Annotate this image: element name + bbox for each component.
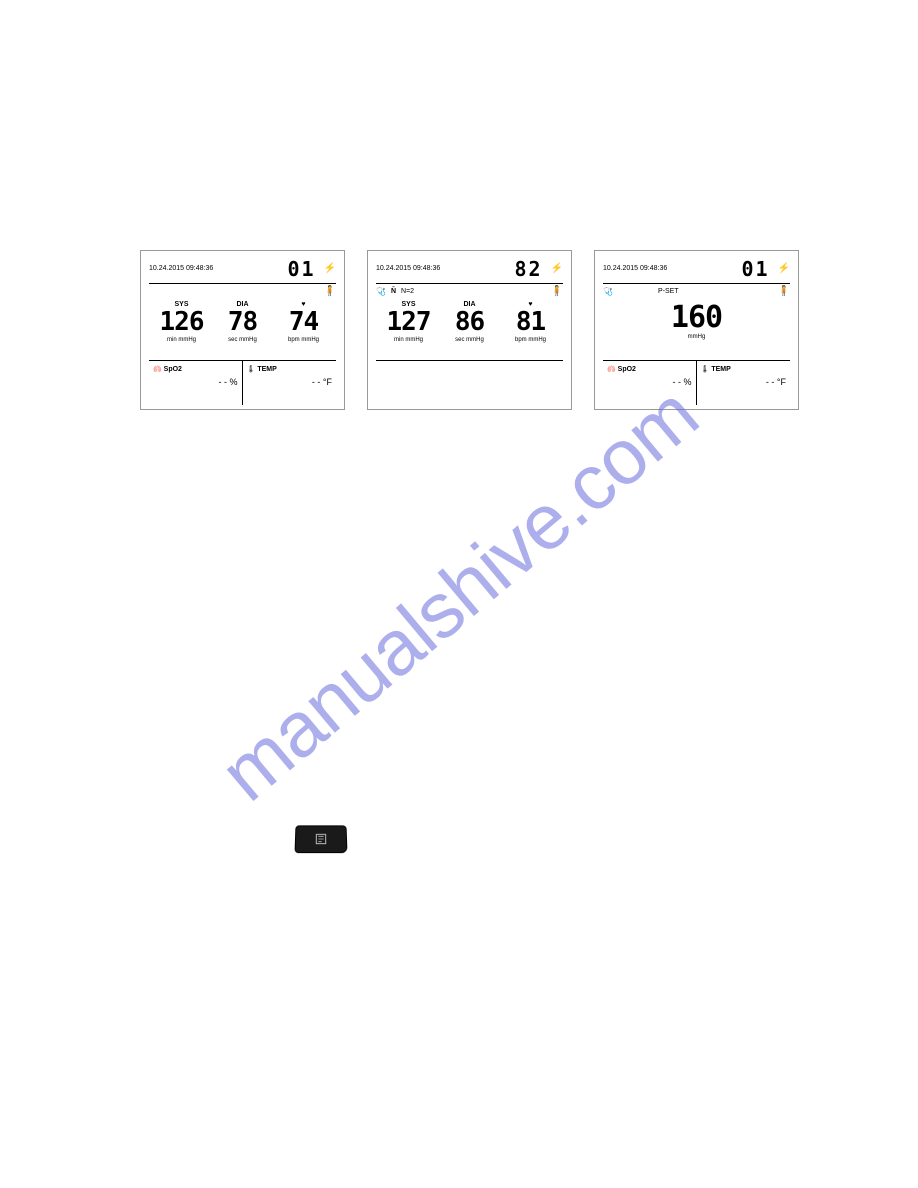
measurements-row: SYS 126 min mmHg DIA 78 sec mmHg ♥ 74 bp… [149,297,336,361]
header-row: 10.24.2015 09:48:36 01 ⚡ [149,256,336,284]
lungs-icon: 🫁 [607,366,616,373]
hr-col: ♥ 74 bpm mmHg [273,301,334,356]
spo2-box: 🫁 SpO2 - - % [603,361,697,405]
mode-row: 🩺 P-SET 🧍 [603,284,790,297]
bottom-row: 🫁 SpO2 - - % 🌡 TEMP - - °F [149,361,336,405]
spo2-label: SpO2 [164,366,182,373]
spo2-value: - - % [153,377,238,387]
memory-icon [313,831,329,847]
adult-icon: 🧍 [324,286,336,297]
sys-unit: min mmHg [151,337,212,343]
plug-icon: ⚡ [551,263,563,274]
patient-row: 🧍 [149,284,336,297]
hr-value: 74 [273,308,334,337]
reading-id: 01 [287,257,315,281]
spo2-box: 🫁 SpO2 - - % [149,361,243,405]
hr-col: ♥ 81 bpm mmHg [500,301,561,356]
reading-id: 82 [514,257,542,281]
temp-label: TEMP [711,366,730,373]
watermark: manualshive.com [203,369,715,819]
sys-col: SYS 127 min mmHg [378,301,439,356]
pset-value-row: 160 mmHg [603,297,790,361]
pset-label: P-SET [658,288,679,295]
sys-unit: min mmHg [378,337,439,343]
sys-value: 126 [151,308,212,337]
adult-icon: 🧍 [778,286,790,297]
avg-icon: N̄ [391,288,396,295]
datetime: 10.24.2015 09:48:36 [149,265,213,272]
lungs-icon: 🫁 [153,366,162,373]
measurements-row: SYS 127 min mmHg DIA 86 sec mmHg ♥ 81 bp… [376,297,563,361]
bottom-row: 🫁 SpO2 - - % 🌡 TEMP - - °F [603,361,790,405]
temp-label: TEMP [257,366,276,373]
sys-col: SYS 126 min mmHg [151,301,212,356]
thermometer-icon: 🌡 [247,366,256,373]
pset-unit: mmHg [605,334,788,340]
avg-mode-label: N=2 [401,288,414,295]
temp-box: 🌡 TEMP - - °F [243,361,337,405]
header-row: 10.24.2015 09:48:36 01 ⚡ [603,256,790,284]
dia-unit: sec mmHg [212,337,273,343]
stethoscope-icon: 🩺 [603,287,613,296]
plug-icon: ⚡ [778,263,790,274]
pset-value: 160 [605,301,788,334]
temp-value: - - °F [247,377,333,387]
spo2-value: - - % [607,377,692,387]
dia-value: 78 [212,308,273,337]
lcd-screen-pset: 10.24.2015 09:48:36 01 ⚡ 🩺 P-SET 🧍 160 m… [594,250,799,410]
plug-icon: ⚡ [324,263,336,274]
hr-unit: bpm mmHg [500,337,561,343]
dia-col: DIA 86 sec mmHg [439,301,500,356]
memory-button[interactable] [295,825,348,853]
thermometer-icon: 🌡 [701,366,710,373]
sys-value: 127 [378,308,439,337]
lcd-screen-single: 10.24.2015 09:48:36 01 ⚡ 🧍 SYS 126 min m… [140,250,345,410]
hr-value: 81 [500,308,561,337]
temp-box: 🌡 TEMP - - °F [697,361,791,405]
pset-col: 160 mmHg [605,301,788,356]
temp-value: - - °F [701,377,787,387]
dia-col: DIA 78 sec mmHg [212,301,273,356]
datetime: 10.24.2015 09:48:36 [376,265,440,272]
stethoscope-icon: 🩺 [376,287,386,296]
mode-row: 🩺 N̄ N=2 🧍 [376,284,563,297]
reading-id: 01 [741,257,769,281]
hr-unit: bpm mmHg [273,337,334,343]
lcd-screen-average: 10.24.2015 09:48:36 82 ⚡ 🩺 N̄ N=2 🧍 SYS … [367,250,572,410]
datetime: 10.24.2015 09:48:36 [603,265,667,272]
dia-value: 86 [439,308,500,337]
dia-unit: sec mmHg [439,337,500,343]
adult-icon: 🧍 [551,286,563,297]
header-row: 10.24.2015 09:48:36 82 ⚡ [376,256,563,284]
spo2-label: SpO2 [618,366,636,373]
lcd-screens-row: 10.24.2015 09:48:36 01 ⚡ 🧍 SYS 126 min m… [140,250,799,410]
